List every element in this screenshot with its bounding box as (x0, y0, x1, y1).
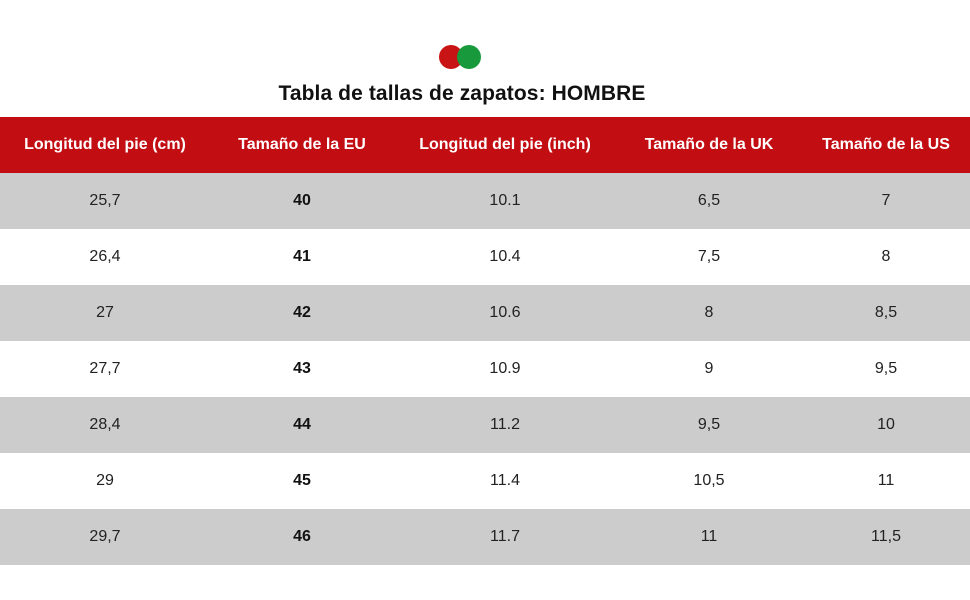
table-row: 28,4 44 11.2 9,5 10 (0, 397, 970, 453)
cell-uk-size: 6,5 (616, 173, 802, 229)
cell-foot-length-cm: 29,7 (0, 509, 210, 565)
cell-eu-size: 40 (210, 173, 394, 229)
cell-us-size: 11 (802, 453, 970, 509)
cell-uk-size: 11 (616, 509, 802, 565)
cell-foot-length-inch: 11.7 (394, 509, 616, 565)
cell-uk-size: 10,5 (616, 453, 802, 509)
cell-uk-size: 9 (616, 341, 802, 397)
cell-us-size: 11,5 (802, 509, 970, 565)
cell-uk-size: 7,5 (616, 229, 802, 285)
header-us-size: Tamaño de la US (802, 117, 970, 173)
header-uk-size: Tamaño de la UK (616, 117, 802, 173)
cell-foot-length-cm: 28,4 (0, 397, 210, 453)
table-header-row: Longitud del pie (cm) Tamaño de la EU Lo… (0, 117, 970, 173)
cell-foot-length-cm: 26,4 (0, 229, 210, 285)
cell-foot-length-inch: 10.9 (394, 341, 616, 397)
cell-uk-size: 9,5 (616, 397, 802, 453)
table-row: 27 42 10.6 8 8,5 (0, 285, 970, 341)
header-foot-length-cm: Longitud del pie (cm) (0, 117, 210, 173)
cell-eu-size: 45 (210, 453, 394, 509)
cell-foot-length-inch: 10.6 (394, 285, 616, 341)
cell-uk-size: 8 (616, 285, 802, 341)
cell-eu-size: 43 (210, 341, 394, 397)
table-row: 27,7 43 10.9 9 9,5 (0, 341, 970, 397)
cell-foot-length-cm: 25,7 (0, 173, 210, 229)
cell-us-size: 8,5 (802, 285, 970, 341)
cell-eu-size: 44 (210, 397, 394, 453)
table-row: 25,7 40 10.1 6,5 7 (0, 173, 970, 229)
table-row: 29,7 46 11.7 11 11,5 (0, 509, 970, 565)
cell-foot-length-cm: 29 (0, 453, 210, 509)
table-row: 26,4 41 10.4 7,5 8 (0, 229, 970, 285)
size-chart-table: Longitud del pie (cm) Tamaño de la EU Lo… (0, 117, 970, 565)
cell-us-size: 8 (802, 229, 970, 285)
brand-logo (439, 45, 485, 71)
cell-eu-size: 46 (210, 509, 394, 565)
cell-foot-length-inch: 10.1 (394, 173, 616, 229)
page-title: Tabla de tallas de zapatos: HOMBRE (278, 82, 646, 105)
cell-eu-size: 41 (210, 229, 394, 285)
cell-us-size: 7 (802, 173, 970, 229)
table-row: 29 45 11.4 10,5 11 (0, 453, 970, 509)
cell-us-size: 9,5 (802, 341, 970, 397)
cell-foot-length-inch: 10.4 (394, 229, 616, 285)
cell-us-size: 10 (802, 397, 970, 453)
green-circle-icon (457, 45, 481, 69)
cell-foot-length-cm: 27 (0, 285, 210, 341)
header-eu-size: Tamaño de la EU (210, 117, 394, 173)
cell-foot-length-inch: 11.4 (394, 453, 616, 509)
header-foot-length-inch: Longitud del pie (inch) (394, 117, 616, 173)
cell-foot-length-cm: 27,7 (0, 341, 210, 397)
cell-eu-size: 42 (210, 285, 394, 341)
cell-foot-length-inch: 11.2 (394, 397, 616, 453)
